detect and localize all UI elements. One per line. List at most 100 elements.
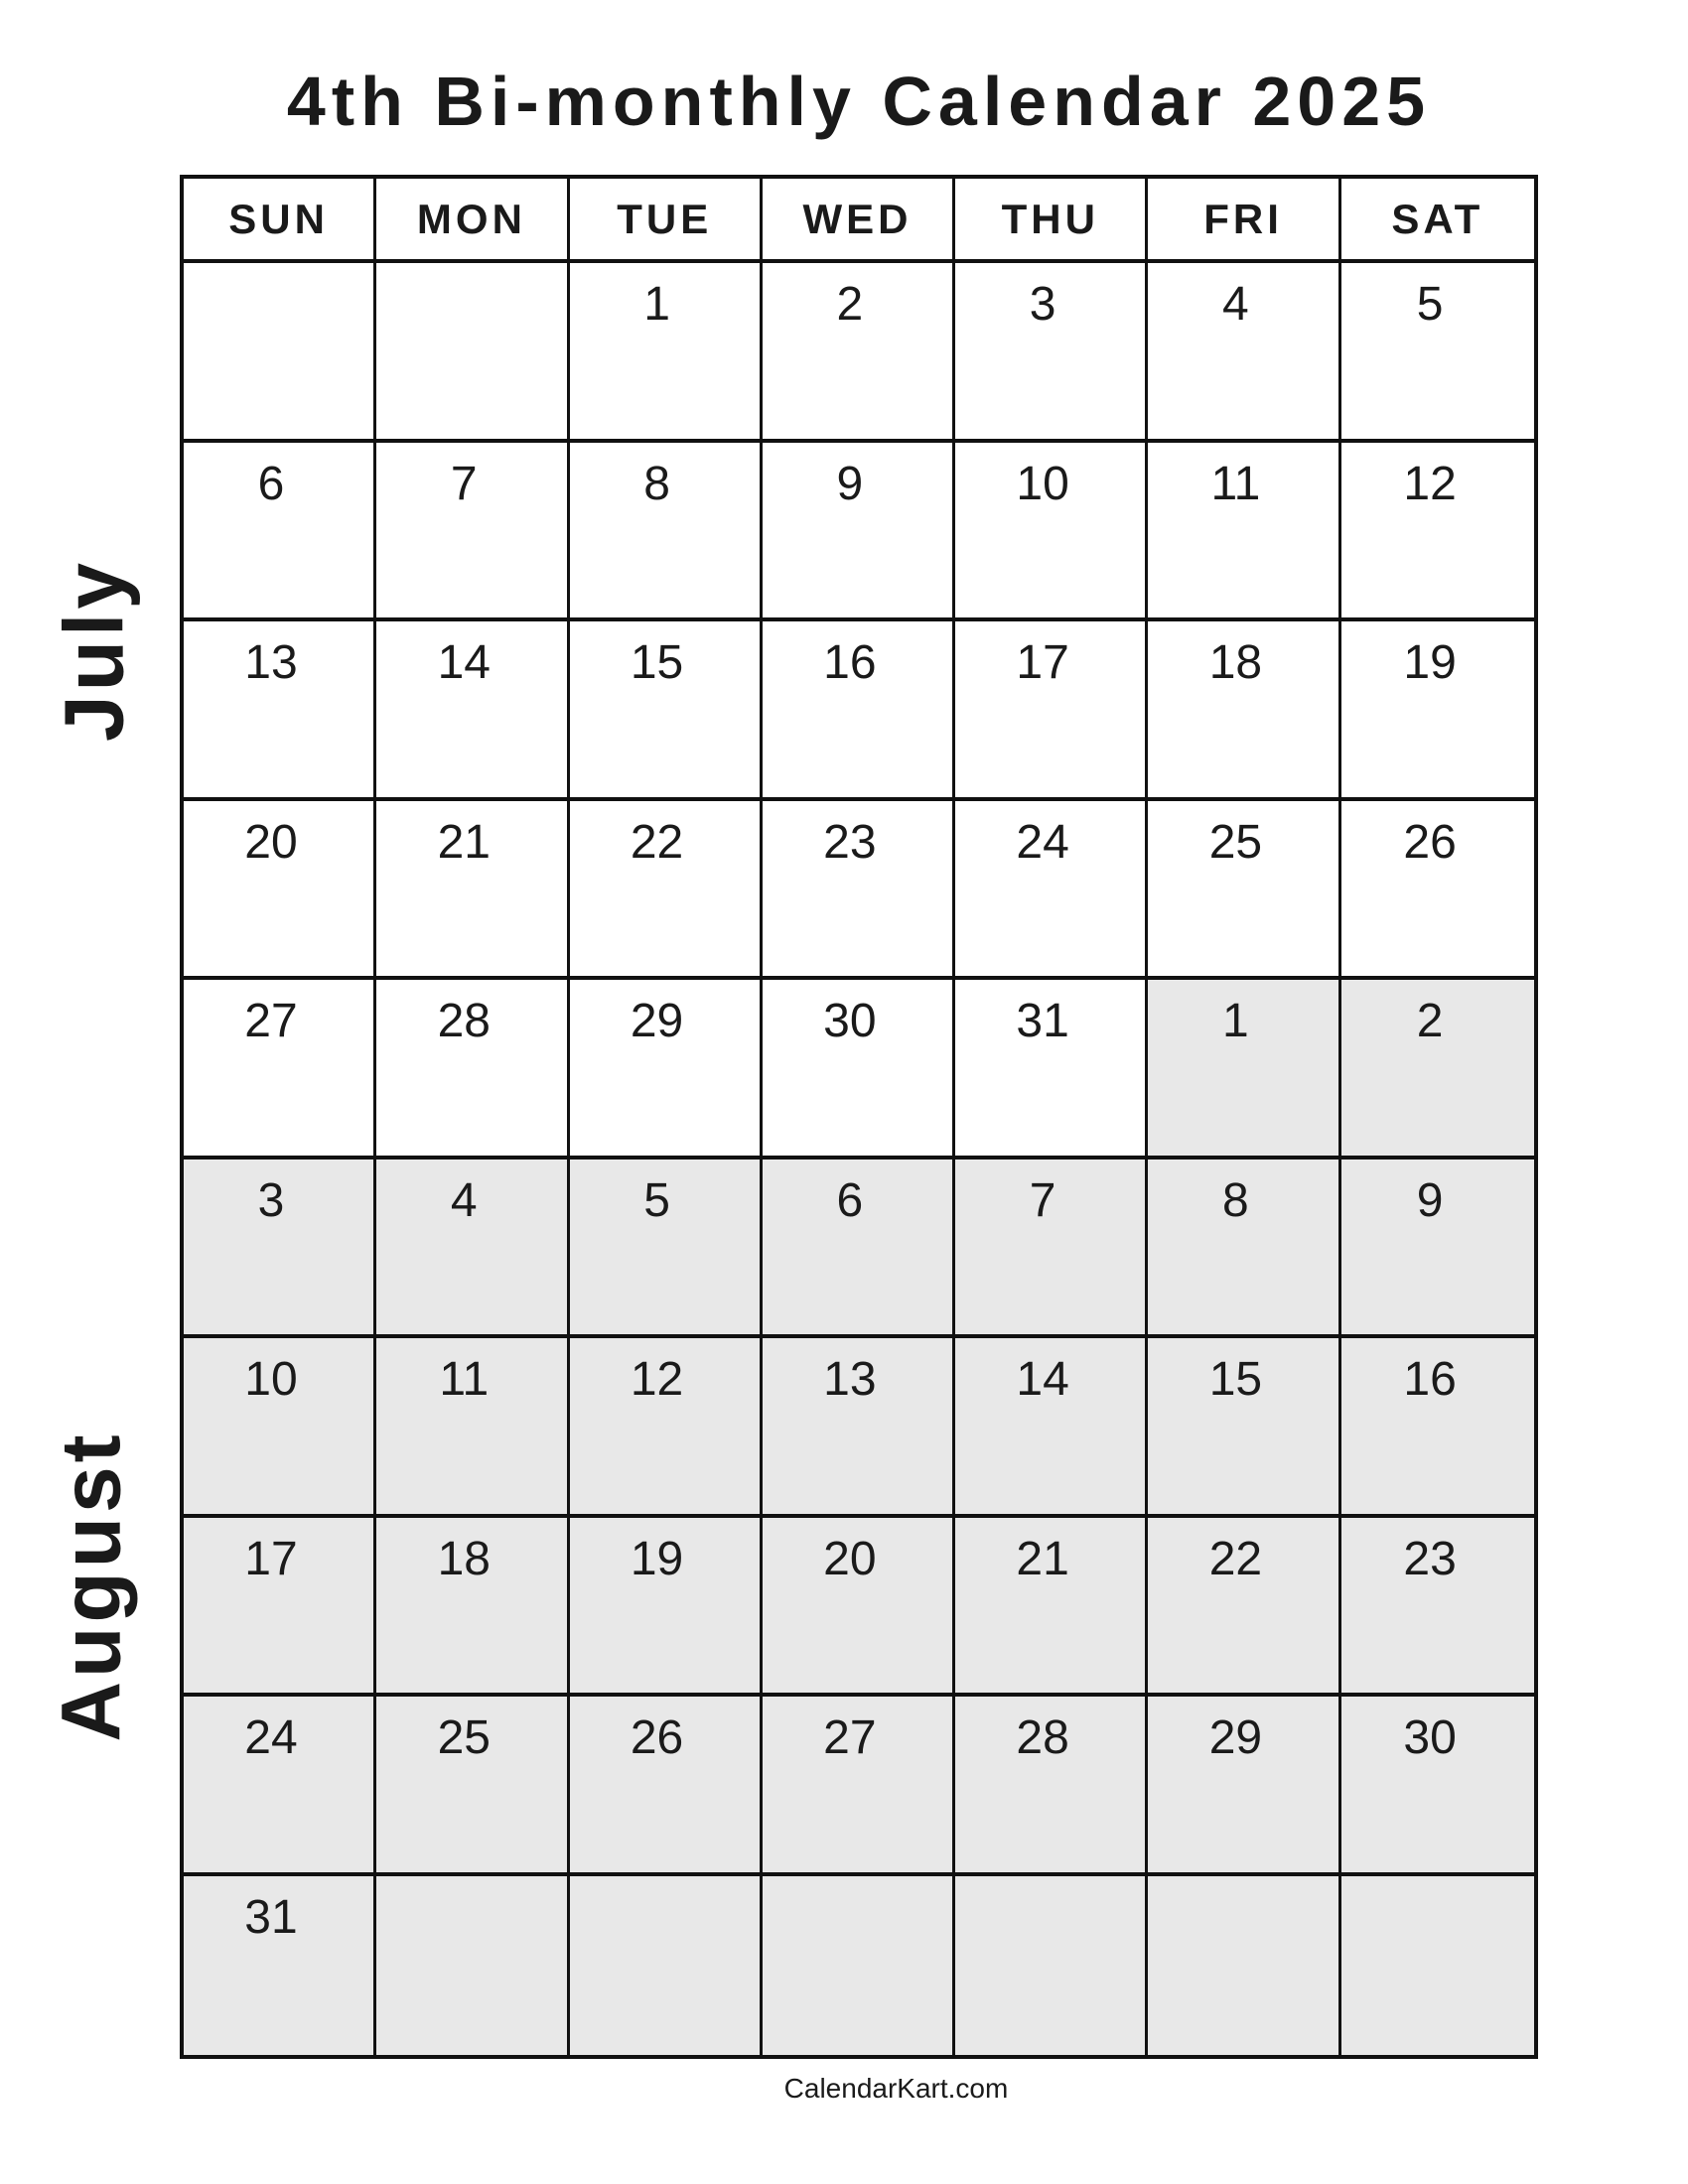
day-number: 26 [630,1711,684,1764]
day-number: 2 [1416,995,1444,1047]
day-cell: 13 [762,1338,956,1518]
day-cell: 25 [1148,800,1341,980]
day-cell: 6 [762,1159,956,1338]
day-cell: 4 [1148,263,1341,443]
day-number: 1 [643,278,670,331]
day-cell: 8 [569,442,763,621]
day-number: 4 [1222,278,1249,331]
day-cell: 30 [1340,1697,1534,1876]
day-cell: 29 [1148,1697,1341,1876]
day-cell: 30 [762,980,956,1160]
day-cell: 5 [1340,263,1534,443]
day-cell: 13 [184,621,377,801]
month-label-july: July [47,558,141,743]
day-number: 8 [1222,1173,1249,1227]
day-number: 30 [823,995,877,1047]
day-cell: 20 [762,1517,956,1697]
weekday-header: FRI [1148,179,1341,263]
day-number: 19 [630,1532,684,1585]
day-cell: 16 [762,621,956,801]
day-cell: 20 [184,800,377,980]
footer-site-name: CalendarKart.com [783,2073,1009,2104]
day-cell: 24 [955,800,1149,980]
day-number: 21 [437,815,491,869]
day-cell: 22 [569,800,763,980]
day-cell [955,1875,1149,2055]
day-number: 29 [1208,1711,1263,1764]
day-cell: 23 [1340,1517,1534,1697]
day-number: 7 [450,457,478,510]
day-cell [569,1875,763,2055]
day-number: 27 [244,995,298,1047]
day-cell: 28 [955,1697,1149,1876]
day-cell: 11 [376,1338,570,1518]
day-cell: 15 [569,621,763,801]
day-number: 23 [823,815,877,869]
day-cell: 25 [376,1697,570,1876]
day-number: 13 [244,636,298,689]
day-cell: 6 [184,442,377,621]
day-cell: 12 [569,1338,763,1518]
day-number: 26 [1403,815,1457,869]
day-number: 2 [836,278,864,331]
day-cell: 23 [762,800,956,980]
day-cell: 28 [376,980,570,1160]
day-number: 9 [1416,1173,1444,1227]
weekday-header: SUN [184,179,377,263]
day-number: 17 [244,1532,298,1585]
day-cell: 10 [184,1338,377,1518]
day-cell: 8 [1148,1159,1341,1338]
day-number: 18 [1208,636,1263,689]
day-number: 11 [439,1353,490,1406]
day-cell: 14 [955,1338,1149,1518]
weekday-header: WED [762,179,956,263]
day-cell: 29 [569,980,763,1160]
day-number: 3 [257,1173,285,1227]
day-number: 5 [1416,278,1444,331]
day-number: 20 [823,1532,877,1585]
day-number: 11 [1210,457,1261,510]
day-number: 15 [630,636,684,689]
day-number: 10 [244,1353,298,1406]
day-cell: 3 [955,263,1149,443]
day-number: 6 [257,457,285,510]
weekday-header: TUE [569,179,763,263]
day-number: 14 [437,636,491,689]
day-cell: 17 [184,1517,377,1697]
day-cell: 19 [1340,621,1534,801]
day-cell: 4 [376,1159,570,1338]
day-number: 18 [437,1532,491,1585]
day-number: 31 [1016,995,1069,1047]
day-number: 15 [1208,1353,1263,1406]
day-number: 19 [1403,636,1457,689]
day-number: 1 [1222,995,1249,1047]
day-number: 24 [1016,815,1069,869]
day-number: 12 [1403,457,1457,510]
day-number: 7 [1029,1173,1056,1227]
day-number: 28 [437,995,491,1047]
day-number: 31 [244,1890,298,1944]
day-cell: 27 [184,980,377,1160]
calendar-grid: SUN MON TUE WED THU FRI SAT 1 2 3 4 5 6 7 8 9 10 11 12 13 14… [180,175,1538,2059]
day-cell: 21 [376,800,570,980]
day-cell: 26 [569,1697,763,1876]
day-number: 29 [630,995,684,1047]
day-number: 9 [836,457,864,510]
day-number: 22 [1208,1532,1263,1585]
day-cell: 5 [569,1159,763,1338]
day-number: 4 [450,1173,478,1227]
day-number: 25 [1208,815,1263,869]
day-number: 5 [643,1173,670,1227]
day-number: 17 [1016,636,1069,689]
day-cell: 7 [376,442,570,621]
day-cell: 9 [762,442,956,621]
day-number: 13 [823,1353,877,1406]
day-cell: 3 [184,1159,377,1338]
day-number: 3 [1029,278,1056,331]
day-number: 10 [1016,457,1069,510]
day-cell: 18 [1148,621,1341,801]
day-number: 20 [244,815,298,869]
day-cell: 1 [1148,980,1341,1160]
weekday-header: MON [376,179,570,263]
day-cell: 31 [955,980,1149,1160]
